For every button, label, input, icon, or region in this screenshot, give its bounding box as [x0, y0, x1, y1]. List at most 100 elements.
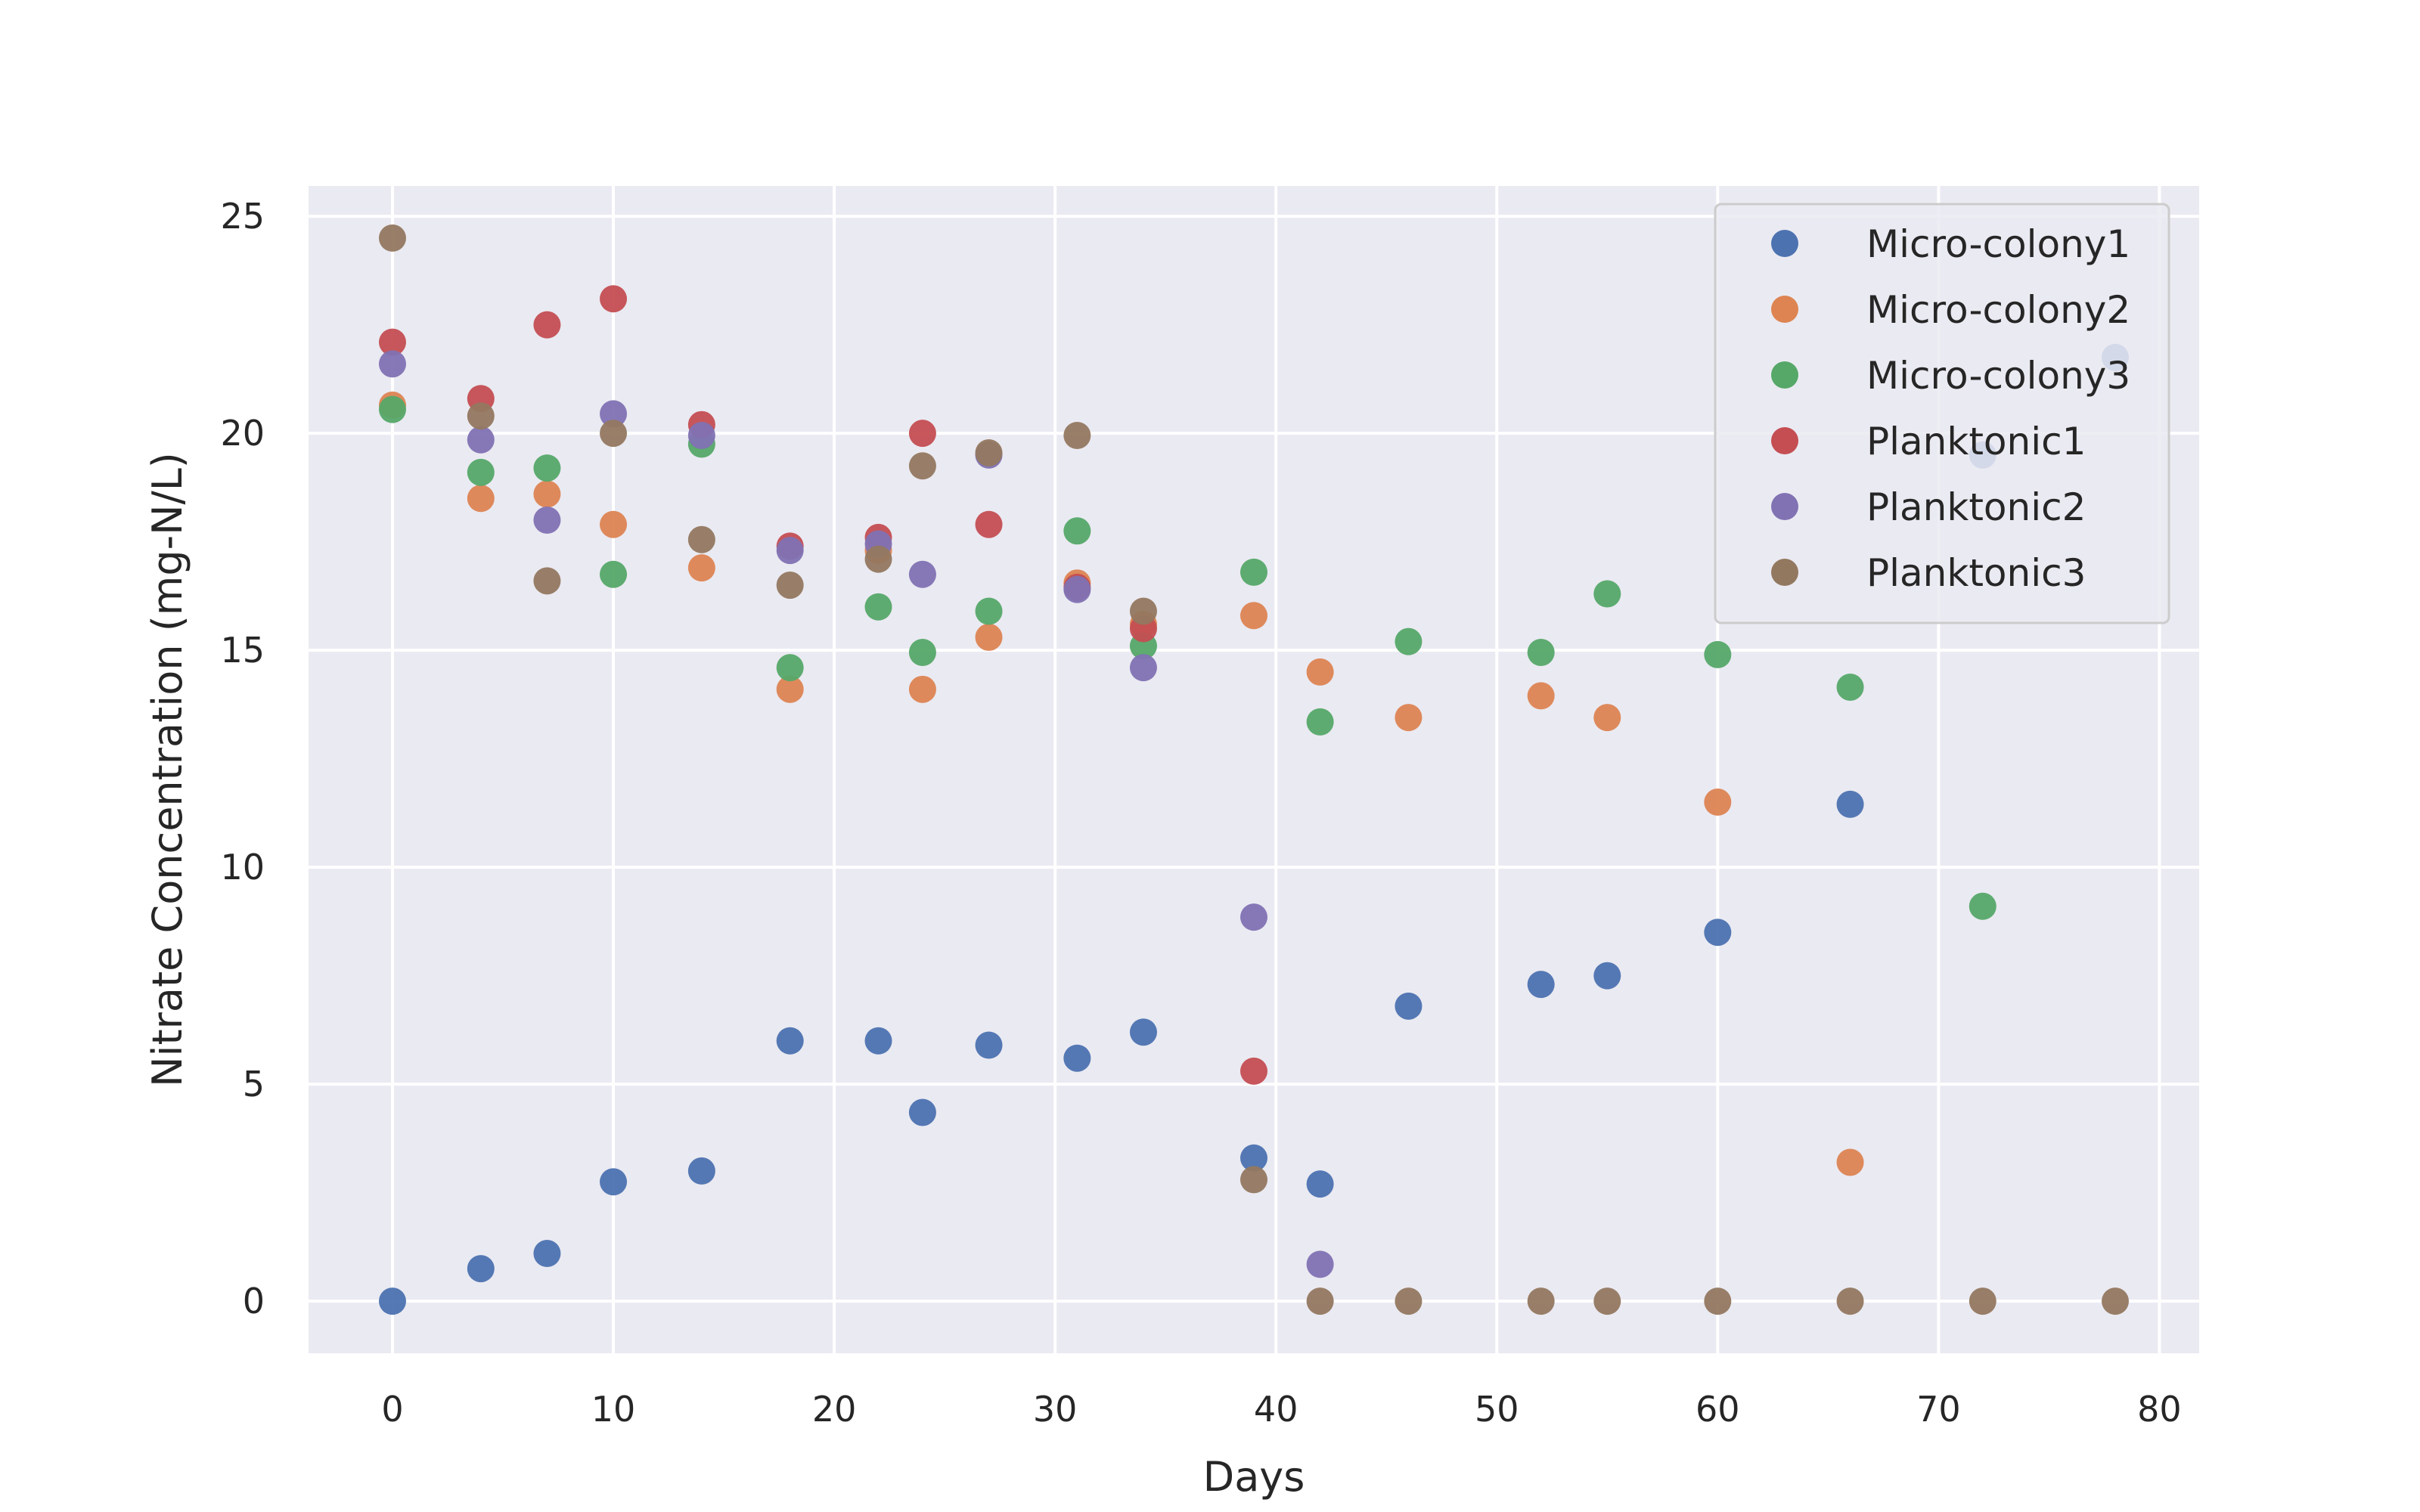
data-point [1969, 892, 1996, 920]
x-tick-label: 70 [1916, 1389, 1961, 1430]
data-points [378, 224, 2130, 1315]
legend-frame [1714, 203, 2170, 624]
data-point [975, 510, 1003, 538]
data-point [908, 639, 936, 667]
data-point [1593, 962, 1621, 990]
data-point [1063, 517, 1091, 545]
data-point [1129, 1018, 1157, 1046]
data-point [1836, 790, 1864, 818]
data-point [467, 458, 495, 486]
data-point [975, 1031, 1003, 1059]
data-point [1063, 1044, 1091, 1072]
data-point [864, 545, 892, 573]
data-point [776, 1027, 804, 1055]
data-point [1395, 704, 1423, 732]
data-point [378, 350, 406, 378]
data-point [533, 506, 561, 534]
y-tick-label: 20 [220, 413, 265, 454]
data-point [600, 510, 628, 538]
x-tick-label: 20 [812, 1389, 857, 1430]
legend-marker [1771, 296, 1798, 323]
data-point [1704, 1287, 1732, 1315]
data-point [533, 480, 561, 508]
data-point [1969, 1287, 1996, 1315]
data-point [687, 525, 715, 553]
y-tick-label: 0 [243, 1281, 265, 1321]
data-point [1836, 673, 1864, 701]
data-point [1836, 1287, 1864, 1315]
data-point [600, 400, 628, 428]
legend-label: Planktonic3 [1866, 551, 2086, 595]
legend-label: Planktonic2 [1866, 485, 2086, 529]
x-tick-label: 60 [1696, 1389, 1740, 1430]
data-point [1306, 1250, 1334, 1278]
data-point [378, 1287, 406, 1315]
series-micro-colony3 [378, 395, 1996, 920]
data-point [533, 567, 561, 595]
legend-label: Micro-colony2 [1866, 288, 2130, 332]
data-point [687, 554, 715, 582]
data-point [864, 1027, 892, 1055]
data-point [908, 1098, 936, 1126]
data-point [467, 1255, 495, 1283]
x-tick-label: 0 [381, 1389, 403, 1430]
data-point [1395, 1287, 1423, 1315]
data-point [600, 420, 628, 448]
data-point [533, 454, 561, 482]
x-axis-label: Days [1203, 1453, 1305, 1501]
data-point [1593, 1287, 1621, 1315]
data-point [1240, 558, 1267, 586]
x-tick-label: 30 [1033, 1389, 1078, 1430]
data-point [2102, 1287, 2130, 1315]
legend-label: Micro-colony3 [1866, 354, 2130, 398]
data-point [1527, 971, 1555, 999]
data-point [1527, 639, 1555, 667]
data-point [1704, 919, 1732, 947]
y-tick-label: 10 [220, 847, 265, 888]
data-point [1593, 704, 1621, 732]
data-point [1593, 580, 1621, 608]
data-point [1240, 1166, 1267, 1194]
data-point [533, 311, 561, 339]
data-point [908, 420, 936, 448]
data-point [378, 328, 406, 356]
data-point [467, 426, 495, 454]
x-tick-label: 50 [1475, 1389, 1519, 1430]
x-tick-labels: 0 10 20 30 40 50 60 70 80 [381, 1389, 2181, 1430]
data-point [975, 623, 1003, 651]
y-tick-label: 15 [220, 630, 265, 671]
legend-marker [1771, 427, 1798, 454]
data-point [776, 654, 804, 682]
y-axis-label: Nitrate Concentration (mg-N/L) [144, 452, 191, 1087]
data-point [467, 485, 495, 513]
data-point [1240, 1144, 1267, 1172]
data-point [600, 1168, 628, 1196]
legend: Micro-colony1 Micro-colony2 Micro-colony3 P… [1714, 203, 2170, 624]
y-tick-labels: 0 5 10 15 20 25 [220, 196, 265, 1321]
x-tick-label: 80 [2137, 1389, 2182, 1430]
data-point [1704, 640, 1732, 668]
data-point [1306, 1170, 1334, 1198]
data-point [687, 422, 715, 450]
data-point [1306, 708, 1334, 736]
data-point [378, 224, 406, 252]
data-point [1063, 422, 1091, 450]
y-tick-label: 25 [220, 196, 265, 237]
legend-marker [1771, 493, 1798, 520]
data-point [467, 402, 495, 430]
data-point [1527, 682, 1555, 710]
data-point [864, 593, 892, 621]
data-point [1240, 602, 1267, 630]
data-point [600, 560, 628, 588]
data-point [600, 285, 628, 313]
data-point [776, 675, 804, 703]
data-point [1240, 903, 1267, 931]
data-point [908, 675, 936, 703]
y-tick-label: 5 [243, 1064, 265, 1105]
data-point [1063, 575, 1091, 603]
data-point [975, 597, 1003, 625]
x-tick-label: 40 [1254, 1389, 1298, 1430]
data-point [975, 438, 1003, 466]
data-point [908, 560, 936, 588]
